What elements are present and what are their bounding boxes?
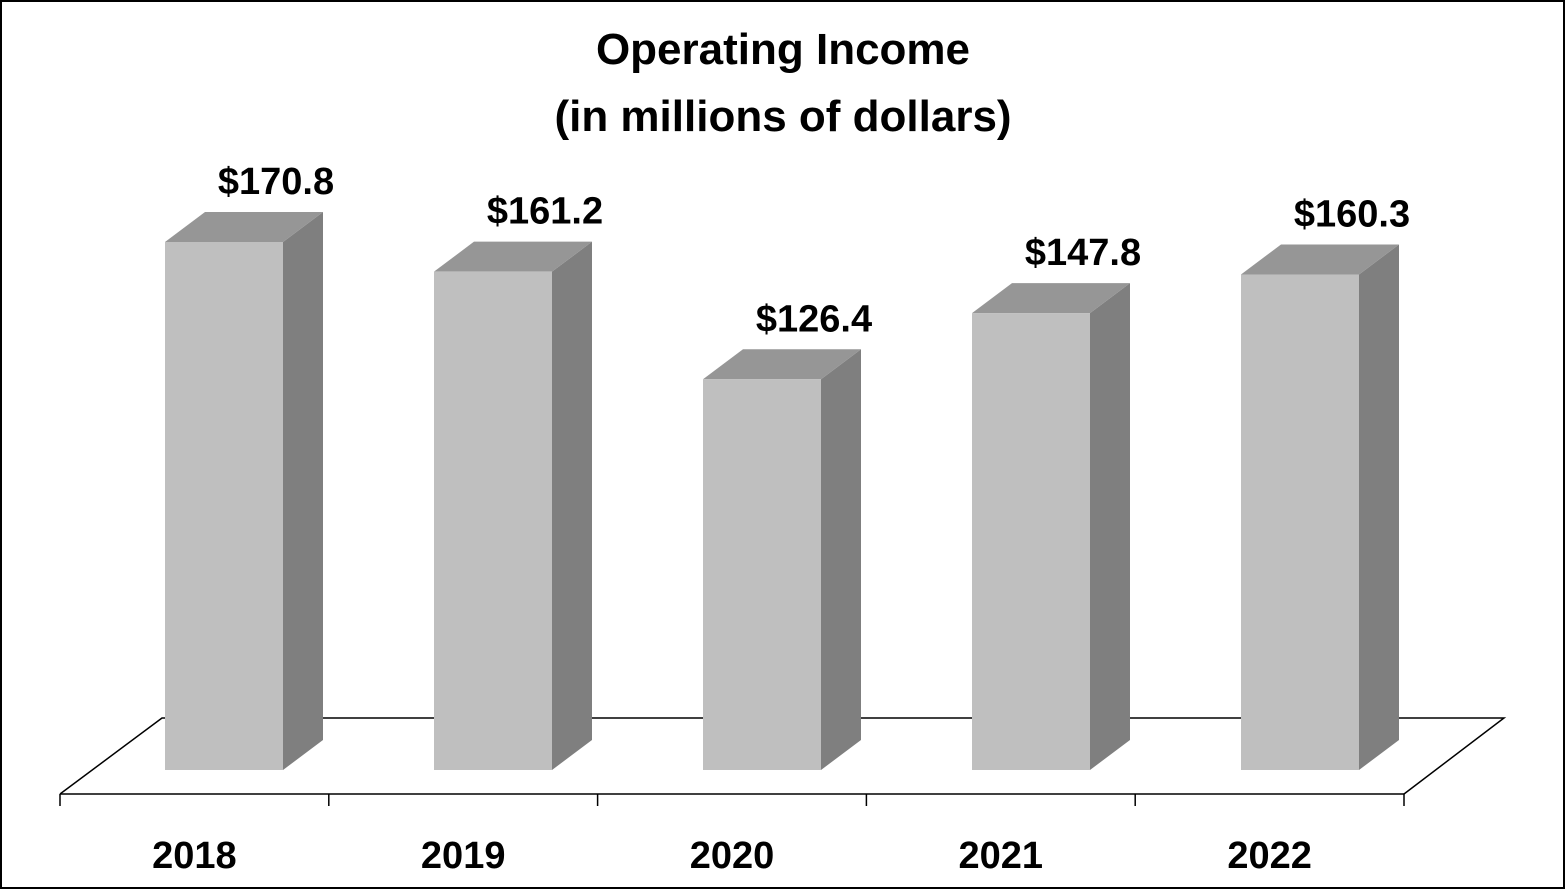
tick-label-2022: 2022 <box>1227 835 1312 877</box>
tick-label-2020: 2020 <box>690 835 775 877</box>
bar-side-face <box>1359 244 1399 771</box>
tick-label-2019: 2019 <box>421 835 506 877</box>
bar-front-face <box>972 313 1090 770</box>
data-label-2022: $160.3 <box>1294 193 1410 235</box>
bar-2021 <box>972 283 1130 770</box>
tick-label-2021: 2021 <box>959 835 1044 877</box>
bar-front-face <box>1241 274 1359 770</box>
bar-top-face <box>1241 244 1399 275</box>
data-label-2021: $147.8 <box>1025 232 1141 274</box>
bar-side-face <box>552 241 592 770</box>
bar-2018 <box>165 212 323 770</box>
x-axis-tick-labels: 2018 2019 2020 2021 2022 <box>152 835 1312 877</box>
data-label-2018: $170.8 <box>218 161 334 203</box>
bar-top-face <box>434 241 592 272</box>
tick-label-2018: 2018 <box>152 835 237 877</box>
bar-side-face <box>821 349 861 770</box>
bar-top-face <box>165 212 323 242</box>
data-label-2019: $161.2 <box>487 191 603 233</box>
bar-front-face <box>703 379 821 770</box>
bar-top-face <box>972 283 1130 314</box>
chart-title: Operating Income <box>596 25 970 74</box>
bar-front-face <box>165 242 283 770</box>
x-axis <box>59 793 1405 806</box>
bar-side-face <box>1090 283 1130 770</box>
bar-top-face <box>703 349 861 380</box>
bar-2019 <box>434 241 592 770</box>
bar-front-face <box>434 271 552 770</box>
data-labels: $170.8 $161.2 $126.4 $147.8 $160.3 <box>218 161 1410 340</box>
bar-2020 <box>703 349 861 770</box>
data-label-2020: $126.4 <box>756 298 872 340</box>
bar-series <box>165 212 1399 771</box>
bar-side-face <box>283 212 323 770</box>
chart-subtitle: (in millions of dollars) <box>554 92 1011 141</box>
bar-2022 <box>1241 244 1399 771</box>
